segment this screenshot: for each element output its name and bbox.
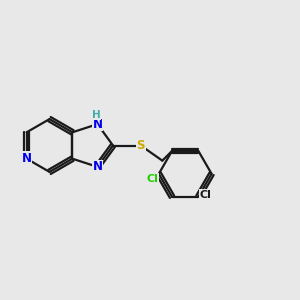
Text: Cl: Cl [146,174,158,184]
Text: N: N [22,152,32,165]
Text: S: S [136,139,145,152]
Text: Cl: Cl [200,190,212,200]
Text: H: H [92,110,100,119]
Text: N: N [92,160,103,173]
Text: N: N [92,118,103,130]
